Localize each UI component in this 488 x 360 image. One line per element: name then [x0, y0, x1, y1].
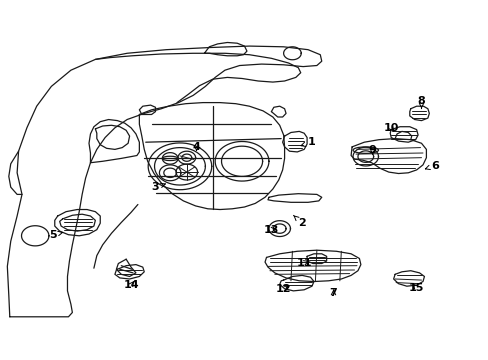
- Text: 7: 7: [329, 288, 337, 298]
- Text: 12: 12: [275, 284, 291, 294]
- Text: 13: 13: [263, 225, 279, 235]
- Text: 10: 10: [383, 123, 398, 133]
- Text: 4: 4: [192, 142, 200, 152]
- Text: 3: 3: [151, 182, 165, 192]
- Text: 1: 1: [301, 137, 315, 147]
- Text: 5: 5: [49, 230, 62, 240]
- Text: 6: 6: [425, 161, 438, 171]
- Text: 2: 2: [293, 215, 305, 228]
- Text: 15: 15: [408, 283, 424, 293]
- Text: 9: 9: [368, 145, 376, 156]
- Text: 11: 11: [296, 258, 311, 268]
- Text: 8: 8: [417, 96, 425, 109]
- Text: 14: 14: [123, 280, 139, 290]
